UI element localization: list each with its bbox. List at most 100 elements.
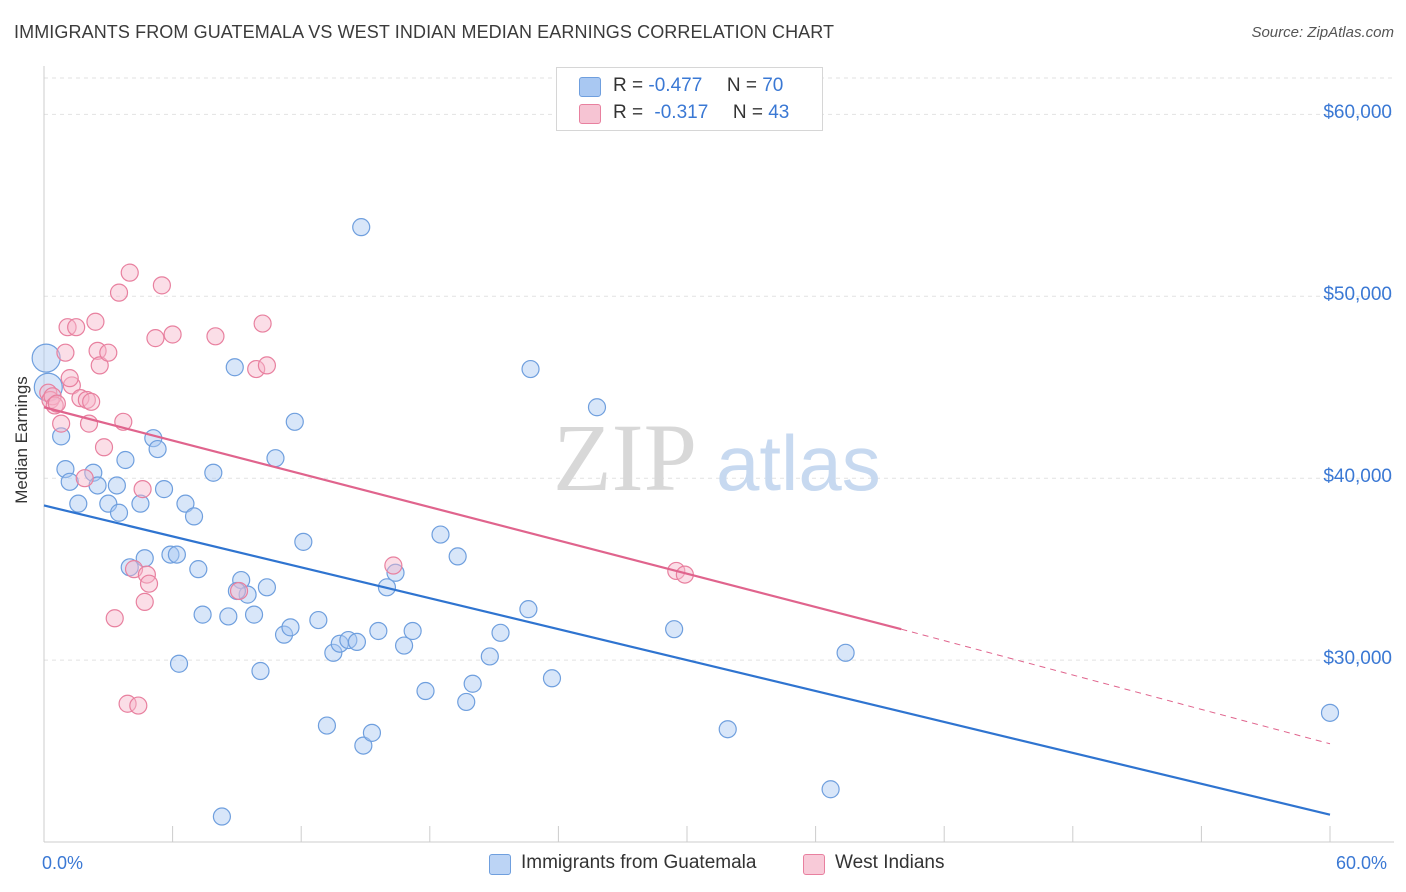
data-point: [163, 325, 182, 344]
source-label: Source: ZipAtlas.com: [1251, 24, 1394, 41]
data-point: [139, 574, 159, 593]
y-tick-label: $60,000: [1323, 102, 1392, 124]
data-point: [167, 545, 186, 564]
data-point: [247, 359, 266, 379]
data-point: [131, 494, 150, 513]
data-point: [129, 696, 148, 715]
data-point: [105, 609, 124, 628]
legend-swatch-blue: [579, 77, 601, 97]
data-point: [253, 314, 272, 333]
series-guatemala-points: [31, 218, 1340, 826]
data-point: [71, 389, 90, 408]
data-point: [352, 218, 371, 237]
y-axis-title: Median Earnings: [12, 376, 31, 504]
legend-label-west-indians: West Indians: [835, 852, 945, 873]
data-point: [120, 263, 139, 282]
data-point: [135, 592, 154, 611]
data-point: [204, 463, 223, 482]
y-tick-label: $30,000: [1323, 648, 1392, 670]
data-point: [519, 600, 538, 619]
data-point: [542, 669, 562, 688]
data-point: [244, 605, 264, 624]
data-point: [317, 716, 337, 735]
data-point: [219, 607, 238, 626]
data-point: [60, 472, 79, 491]
data-point: [161, 545, 180, 564]
trend-line-west-indians: [43, 406, 902, 631]
data-point: [146, 329, 165, 348]
data-point: [384, 556, 403, 575]
data-point: [99, 343, 118, 362]
watermark-atlas: atlas: [716, 419, 881, 507]
data-point: [82, 392, 101, 411]
series-west-indians-points: [39, 263, 694, 715]
trend-lines: [43, 406, 1331, 816]
legend-swatch-pink: [579, 104, 601, 124]
data-point: [109, 503, 129, 522]
data-point: [56, 343, 75, 362]
data-point: [491, 623, 510, 642]
legend-n-value: 70: [762, 75, 784, 96]
trend-line-guatemala: [43, 504, 1331, 816]
data-point: [403, 621, 422, 641]
data-point: [169, 654, 189, 673]
data-point: [285, 412, 304, 431]
legend-r-value: -0.317: [654, 102, 709, 123]
data-point: [347, 632, 367, 652]
legend-n-value: 43: [768, 102, 790, 123]
data-point: [416, 681, 435, 701]
data-point: [354, 736, 373, 755]
data-point: [362, 723, 382, 742]
data-point: [463, 674, 482, 693]
data-point: [229, 581, 249, 601]
data-point: [457, 692, 476, 712]
data-point: [257, 578, 277, 597]
data-point: [281, 618, 300, 637]
legend-r-value: -0.477: [648, 75, 703, 96]
legend-swatch-pink: [803, 854, 825, 875]
data-point: [251, 661, 270, 681]
x-tick-label-max: 60.0%: [1336, 853, 1388, 873]
data-point: [116, 450, 135, 470]
legend-label-guatemala: Immigrants from Guatemala: [521, 852, 757, 873]
data-point: [52, 427, 71, 446]
data-point: [431, 525, 450, 544]
data-point: [90, 356, 109, 375]
data-point: [69, 494, 88, 513]
data-point: [324, 643, 343, 662]
data-point: [107, 476, 126, 495]
data-point: [521, 359, 540, 379]
legend-swatch-blue: [489, 854, 511, 875]
data-point: [176, 494, 195, 513]
data-point: [448, 547, 467, 566]
data-point: [75, 469, 94, 488]
y-axis-title-wrap: Median Earnings: [12, 260, 42, 620]
data-point: [836, 643, 855, 662]
correlation-legend: R = -0.477 N = 70 R = -0.317 N = 43: [556, 67, 823, 131]
data-point: [369, 621, 388, 641]
data-point: [47, 394, 66, 413]
data-point: [154, 480, 174, 499]
data-point: [274, 625, 294, 644]
data-point: [148, 439, 167, 459]
data-point: [60, 369, 79, 388]
trend-line-west-indians-extension: [901, 628, 1331, 745]
data-point: [480, 647, 499, 666]
data-point: [109, 283, 129, 302]
data-point: [31, 343, 61, 373]
data-point: [309, 610, 328, 630]
legend-n-label: N =: [726, 75, 757, 96]
watermark-zip: ZIP: [553, 404, 697, 511]
data-point: [394, 636, 414, 655]
data-point: [718, 720, 737, 739]
data-point: [587, 398, 607, 417]
y-tick-label: $50,000: [1323, 284, 1392, 306]
data-point: [386, 563, 405, 582]
data-point: [665, 620, 684, 639]
chart-title: IMMIGRANTS FROM GUATEMALA VS WEST INDIAN…: [14, 22, 835, 42]
data-point: [193, 605, 212, 624]
data-point: [52, 414, 71, 433]
axes: [43, 66, 1394, 843]
data-point: [257, 356, 277, 375]
